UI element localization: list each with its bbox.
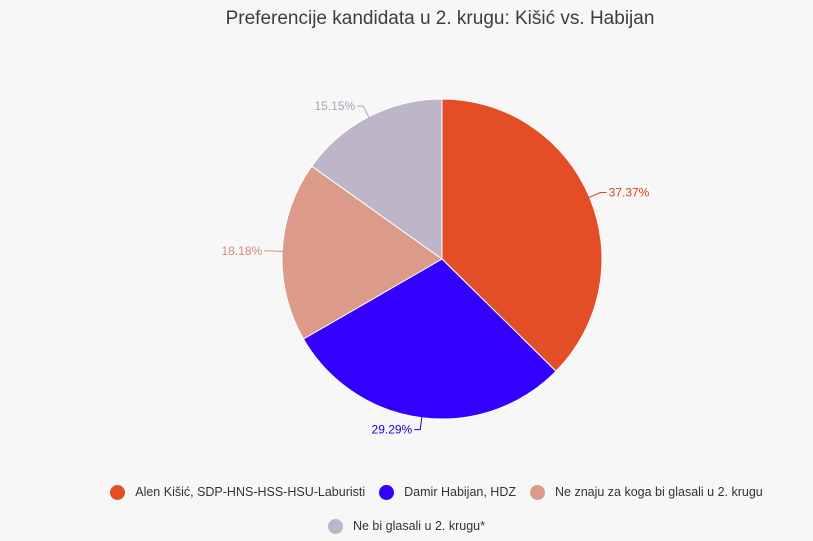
leader-line-kisic xyxy=(587,192,607,199)
legend-dot-nonvoters xyxy=(327,518,343,534)
data-label-kisic: 37.37% xyxy=(609,186,650,200)
legend-item-habijan[interactable]: Damir Habijan, HDZ xyxy=(379,484,516,500)
legend-item-kisic[interactable]: Alen Kišić, SDP-HNS-HSS-HSU-Laburisti xyxy=(110,484,366,500)
legend-dot-kisic xyxy=(110,484,126,500)
data-label-habijan: 29.29% xyxy=(372,423,413,437)
data-label-nonvoters: 15.15% xyxy=(314,99,355,113)
data-label-undecided: 18.18% xyxy=(221,244,262,258)
legend-dot-undecided xyxy=(530,484,545,500)
leader-line-undecided xyxy=(264,250,285,252)
legend-row-2: Ne bi glasali u 2. krugu* xyxy=(0,514,813,538)
leader-line-nonvoters xyxy=(357,105,371,119)
legend-row-1: Alen Kišić, SDP-HNS-HSS-HSU-Laburisti Da… xyxy=(60,480,813,504)
pie-chart: 37.37% 29.29% 18.18% 15.15% xyxy=(221,98,650,437)
legend-label-nonvoters: Ne bi glasali u 2. krugu* xyxy=(352,519,486,533)
leader-line-habijan xyxy=(414,415,423,431)
legend-dot-habijan xyxy=(379,484,395,500)
legend-label-habijan: Damir Habijan, HDZ xyxy=(404,485,516,499)
chart-title: Preferencije kandidata u 2. krugu: Kišić… xyxy=(225,8,655,29)
legend-item-undecided[interactable]: Ne znaju za koga bi glasali u 2. krugu xyxy=(530,484,763,500)
legend: Alen Kišić, SDP-HNS-HSS-HSU-Laburisti Da… xyxy=(0,480,813,538)
legend-item-nonvoters[interactable]: Ne bi glasali u 2. krugu* xyxy=(327,518,486,534)
legend-label-kisic: Alen Kišić, SDP-HNS-HSS-HSU-Laburisti xyxy=(135,485,366,499)
legend-label-undecided: Ne znaju za koga bi glasali u 2. krugu xyxy=(555,485,763,499)
